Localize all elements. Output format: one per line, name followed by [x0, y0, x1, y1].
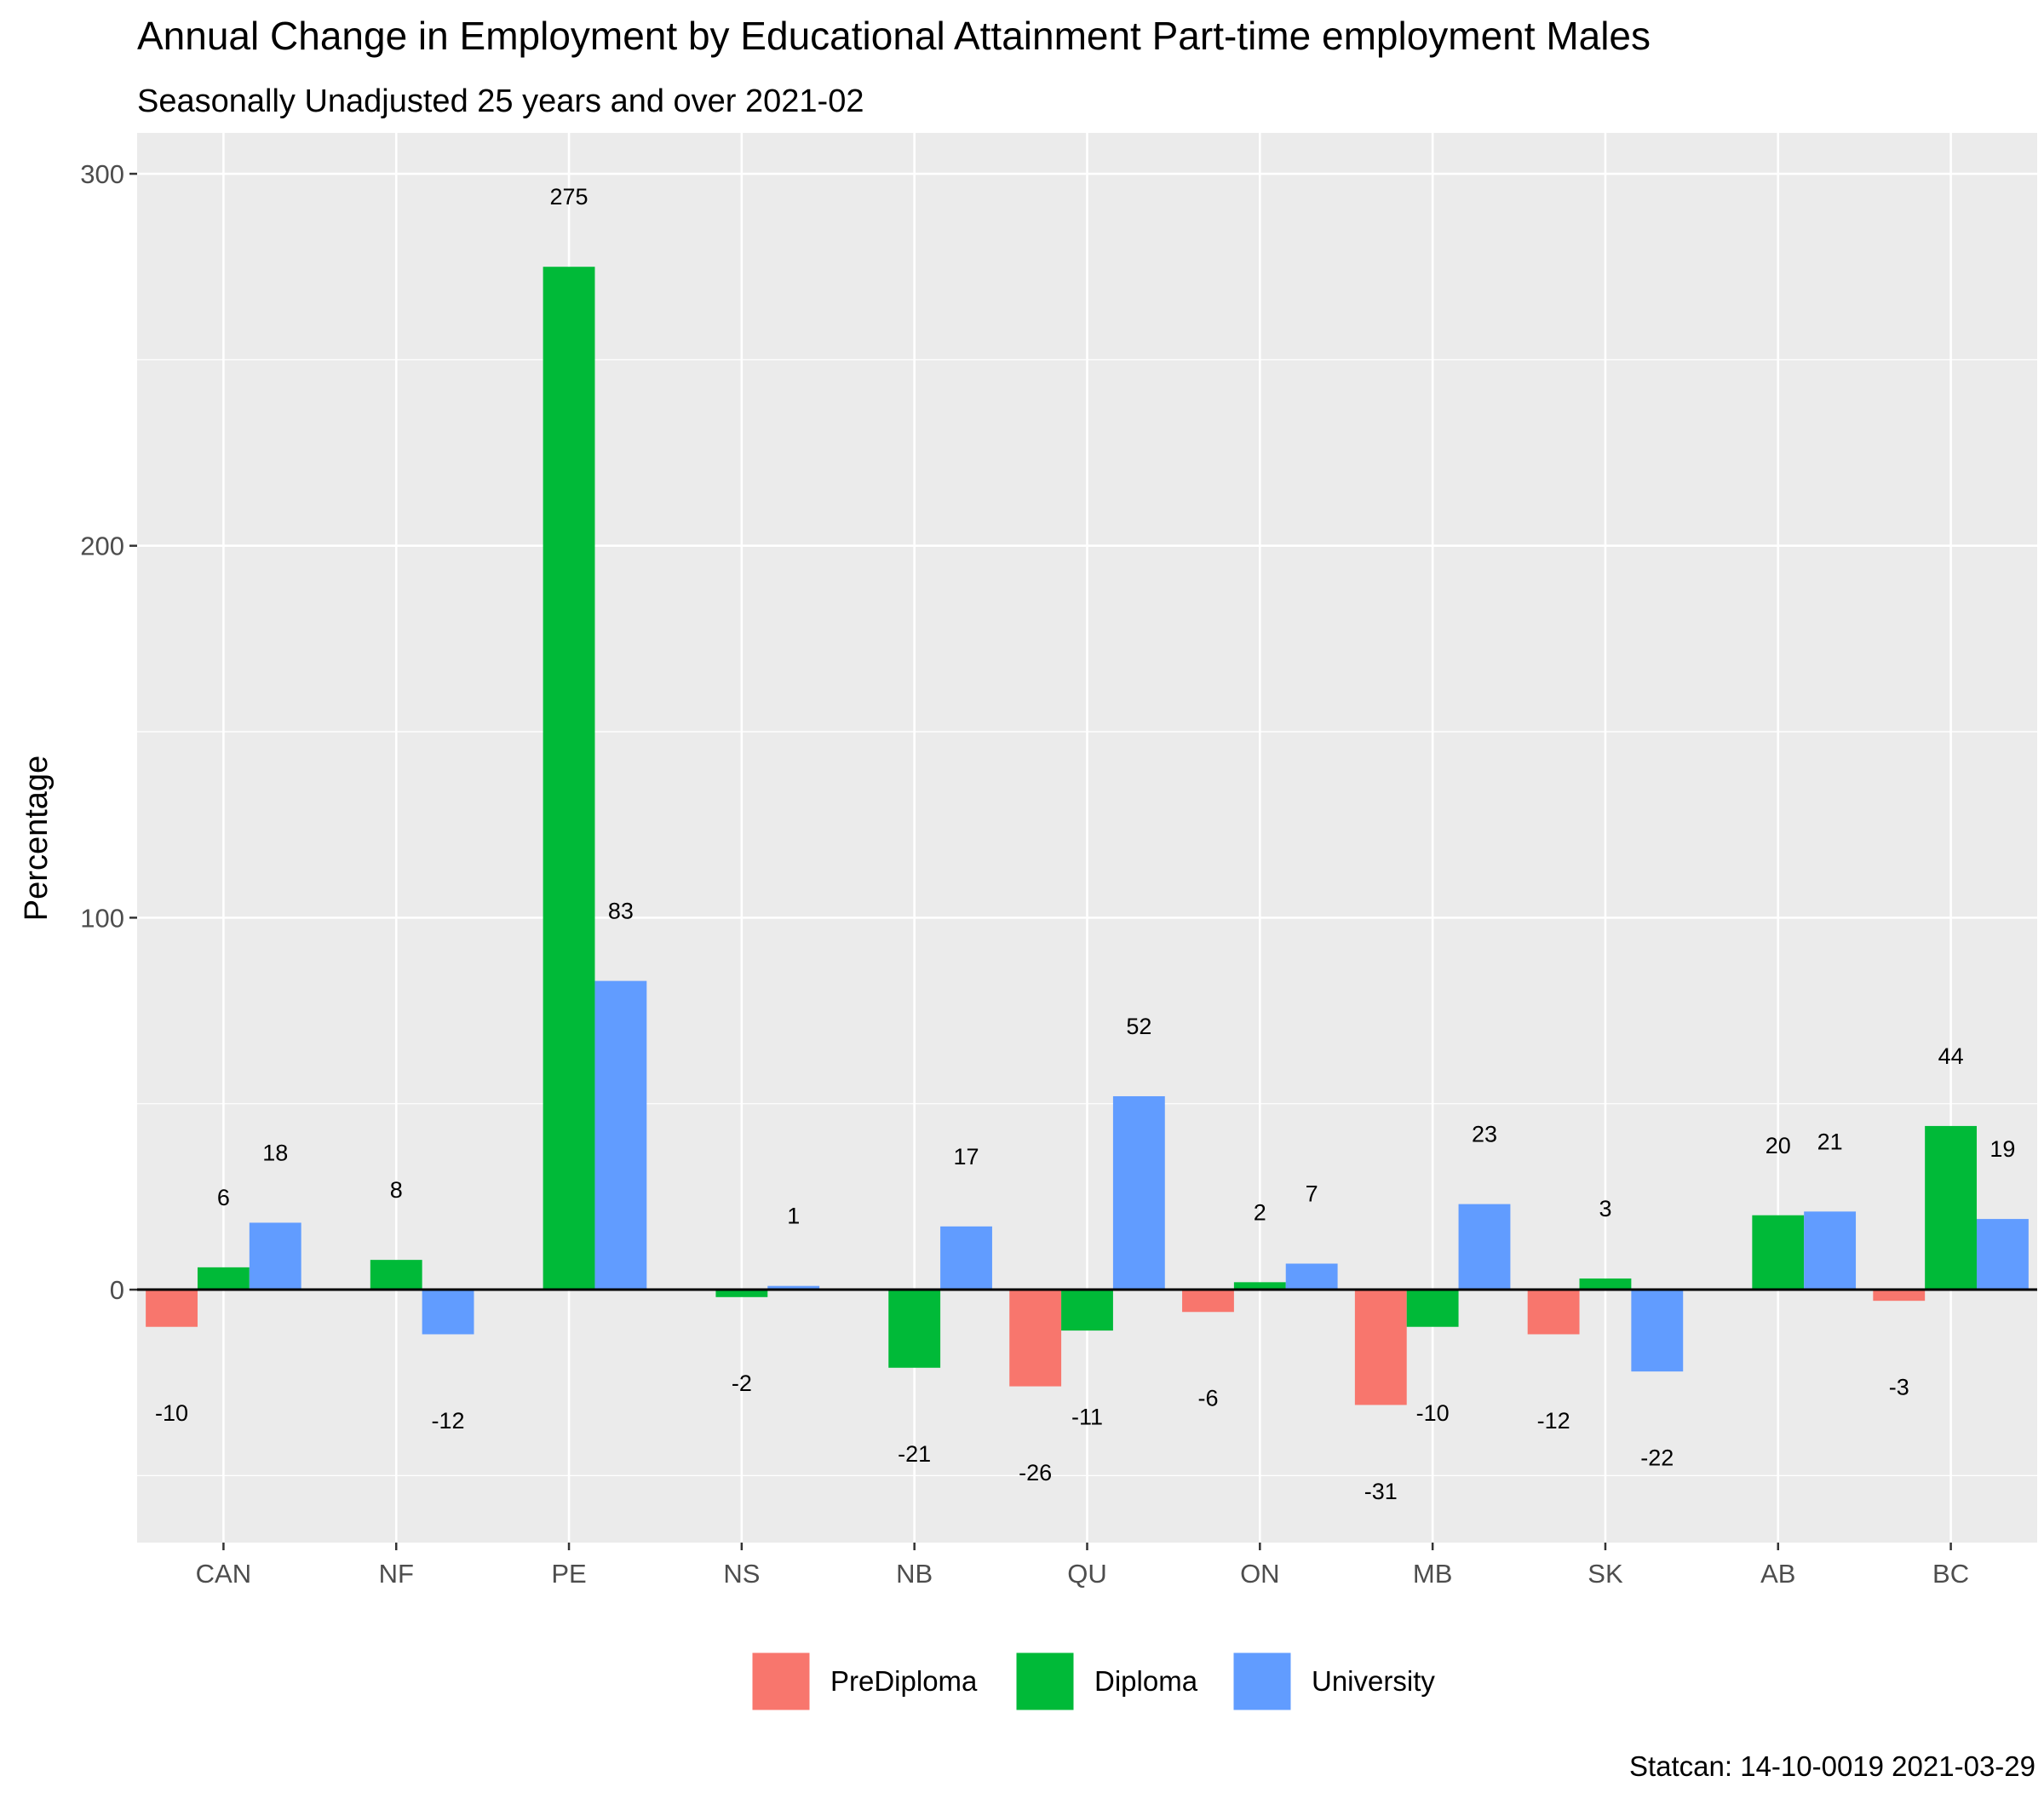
y-tick-label: 200 [80, 532, 124, 561]
bar-university-sk [1631, 1290, 1684, 1372]
data-label-university-pe: 83 [608, 899, 634, 924]
data-label-prediploma-bc: -3 [1889, 1375, 1909, 1400]
bar-prediploma-bc [1873, 1290, 1926, 1302]
x-tick-label-ns: NS [723, 1559, 760, 1589]
bar-university-pe [594, 980, 647, 1290]
data-label-layer: -10-26-6-31-12-36 8275-2-21-112-103204418… [155, 184, 2015, 1504]
data-label-prediploma-qu: -26 [1019, 1460, 1052, 1486]
data-label-university-nb: 17 [954, 1144, 979, 1169]
bar-university-mb [1458, 1204, 1511, 1290]
chart-caption: Statcan: 14-10-0019 2021-03-29 [1629, 1750, 2035, 1782]
bar-university-can [249, 1222, 301, 1290]
bar-diploma-ab [1752, 1215, 1805, 1290]
bar-layer [146, 267, 2029, 1405]
y-tick-label: 100 [80, 903, 124, 933]
bar-diploma-can [197, 1267, 250, 1290]
x-tick-label-nf: NF [379, 1559, 414, 1589]
data-label-diploma-ns: -2 [732, 1371, 752, 1396]
data-label-diploma-nb: -21 [898, 1441, 931, 1467]
legend-key-diploma [1013, 1650, 1077, 1713]
data-label-diploma-qu: -11 [1071, 1405, 1103, 1430]
axis-layer: 0 100 200 300 CAN NF PE NS NB QU ON MB SK AB BC [80, 159, 1969, 1589]
legend-label-prediploma: PreDiploma [830, 1665, 978, 1697]
data-label-university-on: 7 [1306, 1181, 1318, 1207]
data-label-prediploma-mb: -31 [1364, 1479, 1398, 1504]
data-label-diploma-nf: 8 [390, 1177, 403, 1203]
data-label-diploma-bc: 44 [1938, 1043, 1964, 1069]
bar-diploma-on [1233, 1282, 1286, 1290]
data-label-diploma-can: 6 [217, 1185, 230, 1210]
bar-diploma-sk [1579, 1278, 1632, 1290]
legend-key-university [1231, 1650, 1294, 1713]
data-label-prediploma-on: -6 [1197, 1386, 1218, 1411]
bar-prediploma-mb [1354, 1290, 1407, 1405]
bar-university-qu [1112, 1095, 1165, 1290]
bar-diploma-nb [888, 1290, 941, 1368]
x-tick-label-mb: MB [1413, 1559, 1453, 1589]
data-label-diploma-mb: -10 [1416, 1400, 1450, 1426]
bar-prediploma-qu [1009, 1290, 1062, 1387]
data-label-university-sk: -22 [1640, 1445, 1674, 1471]
bar-diploma-bc [1925, 1125, 1978, 1290]
legend-label-diploma: Diploma [1094, 1665, 1198, 1697]
bar-diploma-mb [1406, 1290, 1459, 1327]
data-label-prediploma-can: -10 [155, 1400, 188, 1426]
y-tick-label: 0 [110, 1275, 124, 1305]
data-label-diploma-pe: 275 [550, 184, 589, 210]
data-label-university-can: 18 [262, 1140, 288, 1165]
x-tick-label-nb: NB [896, 1559, 933, 1589]
x-tick-label-pe: PE [551, 1559, 586, 1589]
y-axis-title: Percentage [19, 756, 55, 921]
data-label-diploma-on: 2 [1254, 1199, 1266, 1225]
x-tick-label-can: CAN [196, 1559, 251, 1589]
data-label-prediploma-sk: -12 [1537, 1408, 1570, 1434]
data-label-diploma-sk: 3 [1599, 1196, 1611, 1221]
bar-diploma-qu [1061, 1290, 1113, 1331]
bar-diploma-pe [543, 267, 595, 1290]
x-tick-label-on: ON [1240, 1559, 1280, 1589]
data-label-university-nf: -12 [432, 1408, 465, 1434]
bar-diploma-nf [370, 1260, 422, 1290]
bar-diploma-ns [715, 1290, 768, 1297]
bar-prediploma-can [146, 1290, 198, 1327]
chart-subtitle: Seasonally Unadjusted 25 years and over … [137, 83, 864, 119]
data-label-university-bc: 19 [1989, 1136, 2015, 1162]
y-tick-label: 300 [80, 159, 124, 189]
legend-key-prediploma [749, 1650, 812, 1713]
bar-prediploma-sk [1527, 1290, 1580, 1335]
x-tick-label-ab: AB [1760, 1559, 1795, 1589]
x-tick-label-qu: QU [1067, 1559, 1107, 1589]
bar-university-bc [1977, 1219, 2029, 1290]
data-label-university-ns: 1 [787, 1204, 800, 1229]
legend: PreDiploma Diploma University [749, 1650, 1435, 1713]
bar-university-on [1285, 1263, 1338, 1290]
bar-university-nf [422, 1290, 474, 1335]
bar-university-nb [940, 1226, 992, 1290]
data-label-university-qu: 52 [1126, 1014, 1151, 1039]
data-label-university-mb: 23 [1472, 1122, 1497, 1147]
x-tick-label-bc: BC [1932, 1559, 1969, 1589]
x-tick-label-sk: SK [1588, 1559, 1623, 1589]
bar-university-ns [767, 1285, 820, 1290]
bar-prediploma-on [1182, 1290, 1234, 1313]
data-label-diploma-ab: 20 [1766, 1133, 1791, 1158]
data-label-university-ab: 21 [1817, 1129, 1843, 1154]
bar-university-ab [1804, 1211, 1857, 1290]
legend-label-university: University [1312, 1665, 1435, 1697]
chart-title: Annual Change in Employment by Education… [137, 14, 1651, 58]
